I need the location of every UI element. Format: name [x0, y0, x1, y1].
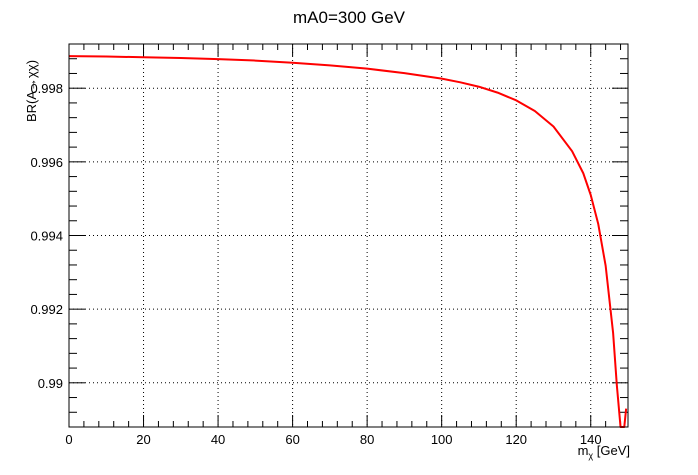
x-tick-label: 80: [360, 432, 374, 447]
series-line: [68, 55, 628, 428]
y-tick-label: 0.998: [30, 81, 63, 96]
x-tick-label: 40: [211, 432, 225, 447]
x-axis-label-sub: χ: [588, 450, 594, 461]
x-tick-label: 120: [505, 432, 527, 447]
tick-labels: 0 20 40 60 80 100 120 140 0.99 0.992 0.994 0.996 0.9…: [30, 81, 601, 447]
series-layer: [68, 55, 628, 428]
plot-frame: [68, 43, 629, 428]
y-axis-label: BR(A→χχ): [24, 59, 39, 122]
x-tick-label: 140: [580, 432, 602, 447]
x-axis-label: mχ [GeV]: [578, 443, 630, 461]
x-tick-label: 100: [431, 432, 453, 447]
y-tick-label: 0.996: [30, 155, 63, 170]
x-axis-label-main: m: [577, 443, 589, 458]
grid-lines: [68, 44, 628, 427]
axis-ticks: [68, 43, 628, 428]
y-tick-label: 0.99: [38, 376, 63, 391]
chart-title: mA0=300 GeV: [293, 8, 405, 27]
x-tick-label: 20: [136, 432, 150, 447]
y-tick-label: 0.994: [30, 229, 63, 244]
x-tick-label: 60: [285, 432, 299, 447]
y-tick-label: 0.992: [30, 302, 63, 317]
x-axis-label-unit: [GeV]: [593, 443, 630, 458]
x-tick-label: 0: [65, 432, 72, 447]
